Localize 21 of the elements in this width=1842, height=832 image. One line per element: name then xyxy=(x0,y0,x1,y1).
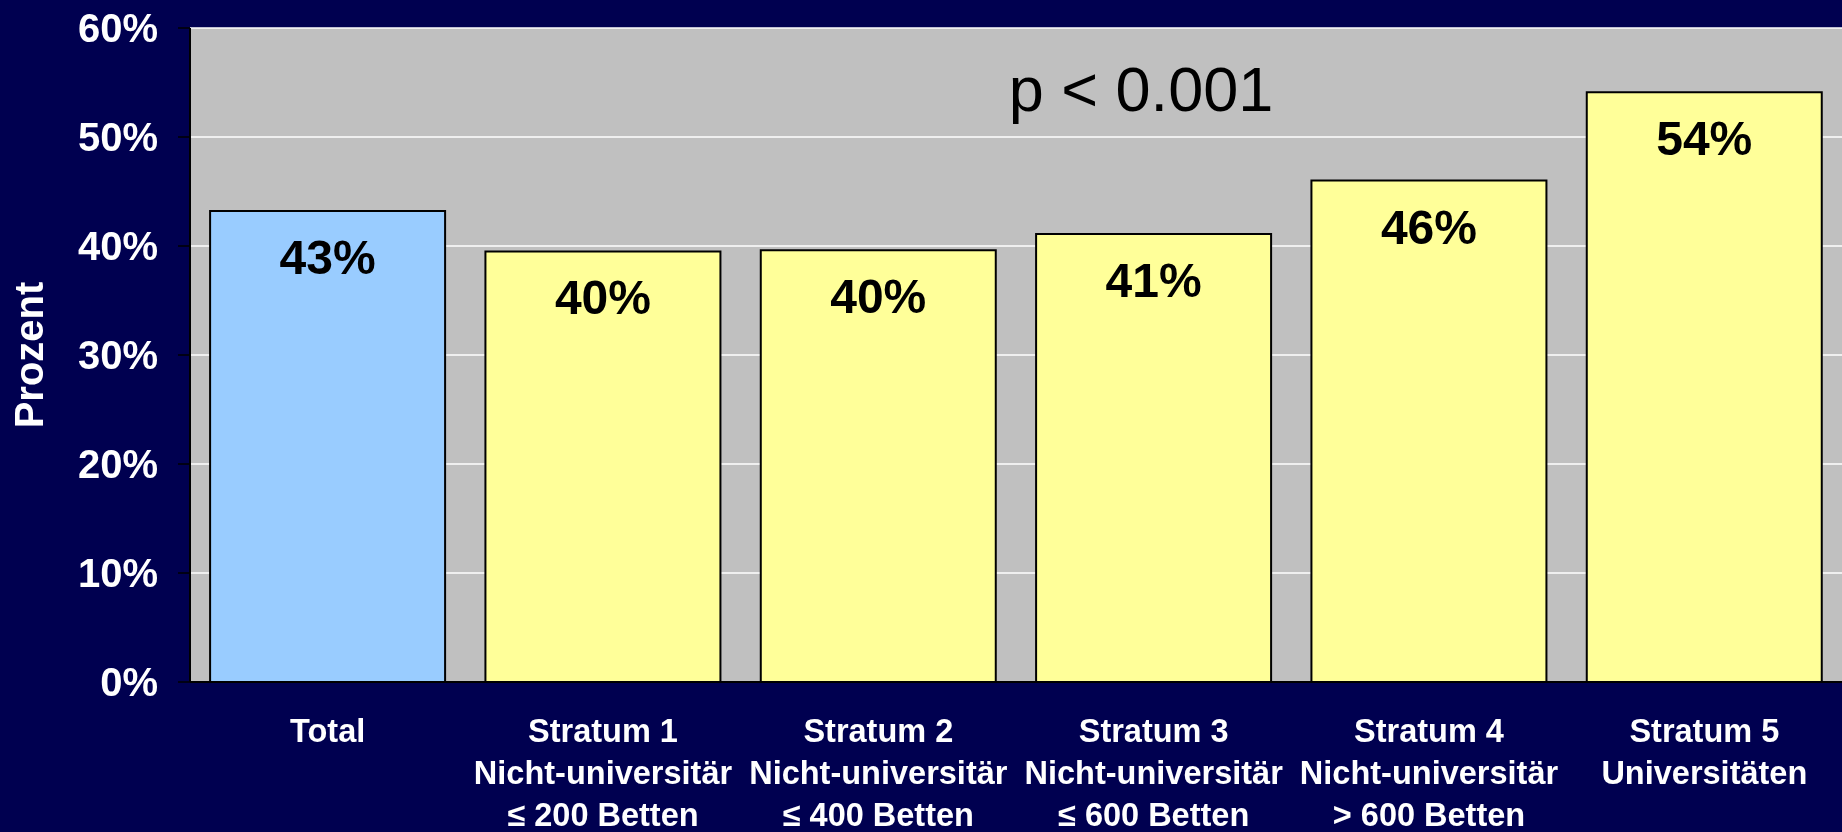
y-axis-title: Prozent xyxy=(7,281,51,429)
data-label: 41% xyxy=(1105,254,1202,308)
x-tick-label: Stratum 1 Nicht-universitär ≤ 200 Betten xyxy=(473,713,733,832)
data-label: 54% xyxy=(1656,112,1753,166)
y-tick-label: 30% xyxy=(77,333,158,378)
x-tick-label: Stratum 4 Nicht-universitär > 600 Betten xyxy=(1299,713,1559,832)
x-tick-label: Total xyxy=(290,713,366,749)
data-label: 46% xyxy=(1380,200,1477,254)
data-label: 43% xyxy=(279,231,376,285)
data-label: 40% xyxy=(554,271,651,325)
y-tick-label: 50% xyxy=(77,115,158,160)
y-tick-label: 10% xyxy=(77,551,158,596)
y-tick-label: 0% xyxy=(100,660,158,705)
x-tick-label: Stratum 5 Universitäten xyxy=(1601,713,1808,791)
y-tick-label: 20% xyxy=(77,442,158,487)
y-tick-label: 40% xyxy=(77,224,158,269)
y-tick-label: 60% xyxy=(77,6,158,51)
data-label: 40% xyxy=(830,270,927,324)
x-tick-label: Stratum 3 Nicht-universitär ≤ 600 Betten xyxy=(1024,713,1284,832)
annotation: p < 0.001 xyxy=(1008,54,1274,124)
x-tick-label: Stratum 2 Nicht-universitär ≤ 400 Betten xyxy=(749,713,1008,832)
